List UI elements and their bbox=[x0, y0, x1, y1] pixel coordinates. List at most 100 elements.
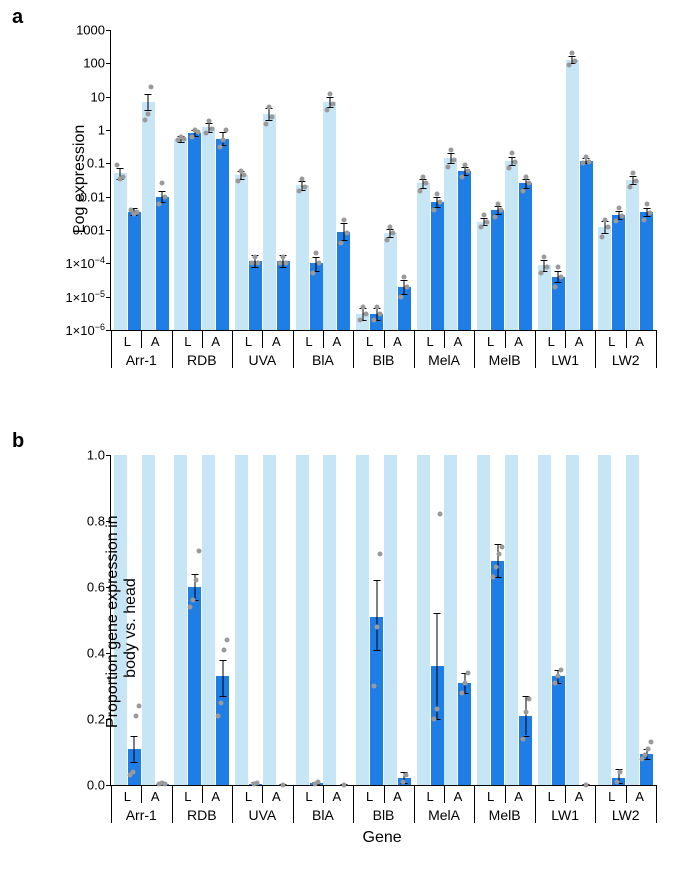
panel-b-bar-body bbox=[188, 587, 201, 785]
panel-a-sub-label: L bbox=[427, 334, 434, 349]
panel-b-group-label: RDB bbox=[187, 807, 217, 823]
panel-a-bar-head bbox=[114, 173, 127, 330]
panel-b-bar-body bbox=[491, 561, 504, 785]
panel-a-bar-body bbox=[431, 202, 444, 330]
panel-b-bar-head bbox=[174, 455, 187, 785]
panel-b-bar-head bbox=[202, 455, 215, 785]
panel-a-sub-label: L bbox=[245, 334, 252, 349]
panel-a-bar-body bbox=[156, 197, 169, 330]
panel-b-group-label: UVA bbox=[249, 807, 277, 823]
panel-a-bar-body bbox=[612, 215, 625, 330]
panel-b-bar-head bbox=[505, 455, 518, 785]
panel-a-sub-label: A bbox=[454, 334, 463, 349]
panel-a-bar-head bbox=[477, 222, 490, 331]
panel-a-bar-head bbox=[235, 175, 248, 330]
panel-a-sub-label: L bbox=[184, 334, 191, 349]
panel-b-bar-head bbox=[417, 455, 430, 785]
panel-b-sub-label: A bbox=[575, 789, 584, 804]
panel-label-a: a bbox=[12, 6, 23, 29]
panel-b-group-label: BlB bbox=[373, 807, 395, 823]
panel-a-bar-head bbox=[566, 60, 579, 330]
panel-b-group-label: LW1 bbox=[551, 807, 579, 823]
panel-b-bar-head bbox=[142, 455, 155, 785]
panel-a-ytick-label: 1000 bbox=[76, 23, 111, 38]
panel-a-bar-body bbox=[491, 210, 504, 330]
panel-b-sub-label: A bbox=[333, 789, 342, 804]
panel-b-bar-body bbox=[552, 676, 565, 785]
panel-b-sub-label: A bbox=[211, 789, 220, 804]
panel-b-group-label: BlA bbox=[312, 807, 334, 823]
panel-b-bar-head bbox=[626, 455, 639, 785]
panel-a-group-label: LW2 bbox=[612, 352, 640, 368]
panel-a-bar-head bbox=[296, 185, 309, 330]
panel-b-group-label: LW2 bbox=[612, 807, 640, 823]
panel-a-ytick-label: 1 bbox=[98, 123, 111, 138]
panel-b-sub-label: A bbox=[514, 789, 523, 804]
panel-a-ytick-label: 1×10−4 bbox=[65, 255, 111, 271]
panel-b-sub-label: L bbox=[487, 789, 494, 804]
panel-b-bar-body bbox=[458, 683, 471, 785]
panel-b-sub-label: L bbox=[245, 789, 252, 804]
panel-a-ytick-label: 1×10−6 bbox=[65, 322, 111, 338]
panel-a-ytick-label: 1×10−5 bbox=[65, 288, 111, 304]
panel-b-bar-head bbox=[538, 455, 551, 785]
panel-b-sub-label: L bbox=[427, 789, 434, 804]
panel-a-bar-body bbox=[640, 212, 653, 330]
panel-a-bar-head bbox=[384, 233, 397, 330]
panel-a-bar-body bbox=[249, 261, 262, 330]
panel-b-sub-label: A bbox=[393, 789, 402, 804]
panel-a-sub-label: L bbox=[366, 334, 373, 349]
panel-a-sub-label: L bbox=[487, 334, 494, 349]
panel-b-group-label: Arr-1 bbox=[126, 807, 157, 823]
panel-a-bar-body bbox=[216, 139, 229, 330]
panel-a-sub-label: L bbox=[305, 334, 312, 349]
panel-b-y-label: Proportion gene expression inbody vs. he… bbox=[104, 528, 140, 728]
panel-b-sub-label: A bbox=[272, 789, 281, 804]
panel-a-sub-label: A bbox=[211, 334, 220, 349]
panel-a-bar-head bbox=[505, 161, 518, 330]
panel-a-y-label: Log expression bbox=[71, 119, 89, 239]
panel-b-bar-head bbox=[356, 455, 369, 785]
panel-label-b: b bbox=[12, 430, 24, 453]
panel-a-bar-head bbox=[598, 227, 611, 330]
panel-a-ytick-label: 10 bbox=[91, 89, 111, 104]
panel-a-plot-area: 1×10−61×10−51×10−40.0010.010.11101001000… bbox=[110, 30, 656, 331]
panel-b-ytick-label: 1.0 bbox=[87, 448, 111, 463]
panel-a-bar-body bbox=[188, 133, 201, 330]
panel-a-bar-body bbox=[277, 261, 290, 330]
panel-a-ytick-label: 100 bbox=[83, 56, 111, 71]
panel-a-sub-label: L bbox=[548, 334, 555, 349]
panel-b-bar-head bbox=[477, 455, 490, 785]
panel-b-sub-label: L bbox=[124, 789, 131, 804]
panel-b-sub-label: L bbox=[608, 789, 615, 804]
panel-a-ytick-label: 0.1 bbox=[87, 156, 111, 171]
panel-a-sub-label: A bbox=[151, 334, 160, 349]
panel-a-sub-label: A bbox=[333, 334, 342, 349]
panel-b-sub-label: L bbox=[305, 789, 312, 804]
panel-a-group-label: BlB bbox=[373, 352, 395, 368]
panel-a-bar-head bbox=[626, 180, 639, 330]
panel-a-sub-label: L bbox=[124, 334, 131, 349]
figure-container: a b 1×10−61×10−51×10−40.0010.010.1110100… bbox=[0, 0, 685, 893]
panel-a-bar-head bbox=[202, 127, 215, 330]
panel-a-bar-head bbox=[417, 183, 430, 330]
panel-b-group-label: MelA bbox=[428, 807, 460, 823]
panel-b-sub-label: L bbox=[184, 789, 191, 804]
panel-a-group-label: MelB bbox=[489, 352, 521, 368]
panel-b-bar-head bbox=[566, 455, 579, 785]
panel-a-bar-head bbox=[174, 139, 187, 330]
panel-a-group-label: LW1 bbox=[551, 352, 579, 368]
panel-b-bar-head bbox=[444, 455, 457, 785]
panel-a-group-label: UVA bbox=[249, 352, 277, 368]
panel-a-bar-body bbox=[337, 232, 350, 330]
panel-a-group-label: Arr-1 bbox=[126, 352, 157, 368]
panel-b-bar-head bbox=[323, 455, 336, 785]
panel-b-group-label: MelB bbox=[489, 807, 521, 823]
panel-a-group-label: RDB bbox=[187, 352, 217, 368]
panel-a-sub-label: A bbox=[575, 334, 584, 349]
panel-a-group-label: BlA bbox=[312, 352, 334, 368]
panel-b-bar-head bbox=[296, 455, 309, 785]
panel-b-ytick-label: 0.0 bbox=[87, 778, 111, 793]
panel-b-bar-head bbox=[384, 455, 397, 785]
panel-b-bar-head bbox=[598, 455, 611, 785]
